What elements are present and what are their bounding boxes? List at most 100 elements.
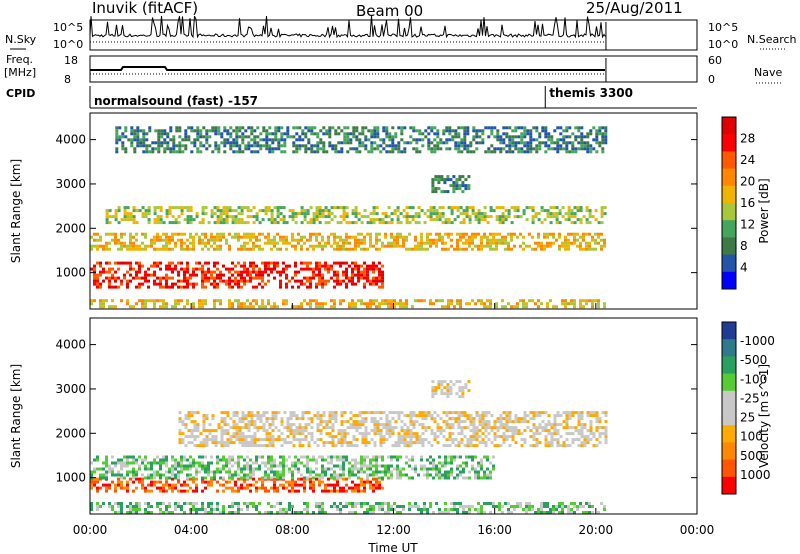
heatmap-cell [307, 141, 311, 145]
heatmap-cell [348, 476, 351, 480]
heatmap-cell [435, 238, 438, 242]
heatmap-cell [141, 302, 144, 306]
heatmap-cell [496, 138, 500, 142]
heatmap-cell [114, 238, 117, 242]
heatmap-cell [550, 423, 554, 427]
heatmap-cell [93, 483, 96, 487]
heatmap-cell [457, 420, 461, 424]
heatmap-cell [234, 218, 238, 222]
heatmap-cell [321, 247, 324, 251]
heatmap-cell [378, 285, 381, 289]
heatmap-cell [162, 511, 165, 514]
heatmap-cell [114, 285, 117, 289]
heatmap-cell [226, 429, 230, 433]
heatmap-cell [319, 417, 323, 421]
heatmap-cell [204, 206, 208, 210]
heatmap-cell [360, 273, 363, 277]
heatmap-cell [123, 276, 126, 280]
heatmap-cell [580, 417, 584, 421]
heatmap-cell [159, 486, 162, 490]
heatmap-cell [402, 505, 405, 508]
heatmap-cell [351, 212, 355, 216]
heatmap-cell [223, 417, 227, 421]
heatmap-cell [189, 467, 192, 471]
heatmap-cell [546, 235, 549, 239]
heatmap-cell [544, 132, 548, 136]
heatmap-cell [351, 247, 354, 251]
heatmap-cell [186, 209, 190, 213]
heatmap-cell [114, 215, 118, 219]
heatmap-cell [211, 417, 215, 421]
heatmap-cell [129, 511, 132, 514]
heatmap-cell [372, 261, 375, 265]
heatmap-cell [234, 461, 237, 465]
heatmap-cell [183, 232, 186, 236]
heatmap-cell [243, 241, 246, 245]
heatmap-cell [295, 426, 299, 430]
heatmap-cell [498, 505, 501, 508]
heatmap-cell [183, 267, 186, 271]
heatmap-cell [378, 486, 381, 490]
heatmap-cell [306, 209, 310, 213]
heatmap-cell [108, 282, 111, 286]
heatmap-cell [343, 132, 347, 136]
heatmap-cell [271, 411, 275, 415]
heatmap-cell [165, 235, 168, 239]
heatmap-cell [552, 206, 556, 210]
heatmap-cell [366, 464, 369, 468]
heatmap-cell [337, 141, 341, 145]
heatmap-cell [132, 480, 135, 484]
heatmap-cell [168, 261, 171, 265]
heatmap-cell [345, 215, 349, 219]
heatmap-cell [351, 270, 354, 274]
heatmap-cell [193, 144, 197, 148]
heatmap-cell [174, 221, 178, 225]
heatmap-cell [472, 435, 476, 439]
heatmap-cell [294, 270, 297, 274]
heatmap-cell [240, 279, 243, 283]
heatmap-cell [366, 247, 369, 251]
heatmap-cell [456, 473, 459, 477]
freq-panel: Freq. [MHz] 18 8 60 0 Nave [4, 53, 782, 86]
heatmap-cell [168, 502, 171, 505]
heatmap-cell [156, 480, 159, 484]
heatmap-cell [381, 476, 384, 480]
heatmap-cell [192, 476, 195, 480]
heatmap-cell [322, 147, 326, 151]
heatmap-cell [469, 420, 473, 424]
heatmap-cell [393, 209, 397, 213]
heatmap-cell [207, 505, 210, 508]
heatmap-cell [544, 435, 548, 439]
heatmap-cell [502, 441, 506, 445]
heatmap-cell [393, 212, 397, 216]
heatmap-cell [165, 464, 168, 468]
heatmap-cell [598, 432, 602, 436]
heatmap-cell [285, 464, 288, 468]
heatmap-cell [273, 483, 276, 487]
heatmap-cell [529, 417, 533, 421]
heatmap-cell [480, 247, 483, 251]
heatmap-cell [468, 206, 472, 210]
heatmap-cell [349, 147, 353, 151]
heatmap-cell [403, 441, 407, 445]
heatmap-cell [358, 432, 362, 436]
heatmap-cell [366, 221, 370, 225]
heatmap-cell [499, 147, 503, 151]
heatmap-cell [276, 270, 279, 274]
heatmap-cell [525, 218, 529, 222]
heatmap-cell [202, 135, 206, 139]
heatmap-cell [228, 461, 231, 465]
heatmap-cell [517, 432, 521, 436]
heatmap-cell [211, 441, 215, 445]
heatmap-cell [390, 470, 393, 474]
heatmap-cell [117, 470, 120, 474]
heatmap-cell [462, 467, 465, 471]
heatmap-cell [316, 423, 320, 427]
heatmap-cell [309, 206, 313, 210]
heatmap-cell [364, 432, 368, 436]
heatmap-cell [465, 455, 468, 459]
heatmap-cell [177, 502, 180, 505]
heatmap-cell [402, 209, 406, 213]
heatmap-cell [487, 126, 491, 130]
heatmap-cell [204, 302, 207, 306]
